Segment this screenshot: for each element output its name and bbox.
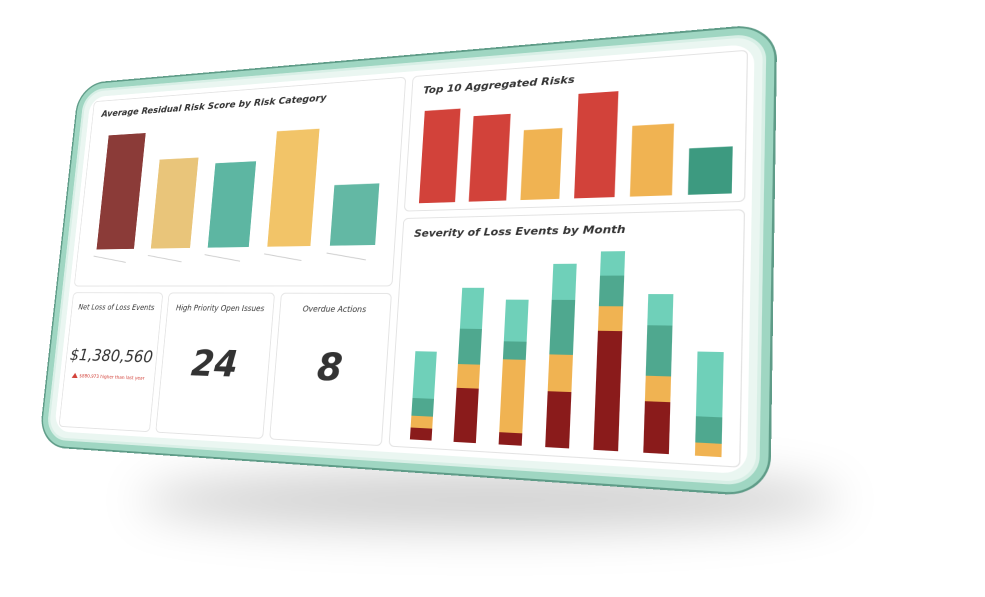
bar (520, 128, 563, 201)
stacked-bar-segment (593, 330, 623, 452)
stacked-bar-segment (502, 341, 527, 360)
stacked-bar-segment (412, 351, 437, 399)
panel (156, 293, 275, 439)
kpi-value: 24 (190, 342, 240, 385)
stacked-bar-segment (411, 397, 435, 417)
stacked-bar-segment (597, 306, 624, 332)
panel (74, 77, 405, 286)
stacked-bar-segment (498, 432, 523, 446)
stacked-bar-segment (647, 294, 674, 326)
stacked-bar-segment (645, 325, 673, 377)
stacked-bar-segment (551, 263, 577, 300)
bar (629, 123, 675, 197)
kpi-title: Overdue Actions (302, 304, 367, 315)
stacked-bar-segment (644, 375, 672, 403)
bar (207, 161, 257, 248)
stacked-bar-segment (456, 364, 481, 389)
stacked-bar-segment (547, 354, 573, 393)
stacked-bar-segment (459, 287, 485, 329)
stacked-bar-segment (598, 275, 625, 307)
stacked-bar-segment (453, 387, 479, 444)
stacked-bar-segment (600, 251, 626, 276)
dashboard-screen: Average Residual Risk Score by Risk Cate… (54, 43, 755, 475)
stacked-bar-segment (695, 416, 723, 444)
stacked-bar-segment (694, 442, 722, 458)
stacked-bar-segment (549, 299, 576, 355)
bar (96, 133, 146, 250)
tablet-frame: Average Residual Risk Score by Risk Cate… (39, 24, 775, 495)
stacked-bar-segment (499, 359, 526, 434)
bar (329, 183, 380, 246)
bar (574, 91, 619, 199)
stacked-bar-segment (457, 328, 482, 365)
kpi-value: $1,380,560 (69, 346, 154, 367)
bar (267, 128, 320, 247)
chart-title: Severity of Loss Events by Month (414, 223, 626, 239)
dashboard: Average Residual Risk Score by Risk Cate… (54, 44, 755, 475)
panel (404, 50, 747, 211)
kpi-title: High Priority Open Issues (176, 303, 266, 313)
stacked-bar-segment (695, 351, 724, 418)
bar (468, 113, 511, 202)
bar (418, 108, 461, 204)
bar (687, 146, 733, 195)
panel (270, 293, 392, 445)
kpi-title: Net Loss of Loss Events (78, 303, 156, 313)
panel (389, 210, 744, 467)
stacked-bar-segment (545, 391, 572, 449)
kpi-note: $880,973 higher than last year (79, 373, 145, 381)
stacked-bar-segment (503, 299, 529, 342)
kpi-value: 8 (316, 345, 344, 390)
stacked-bar-segment (409, 427, 433, 441)
bar (150, 157, 199, 249)
stacked-bar-segment (410, 415, 433, 429)
stacked-bar-segment (643, 401, 671, 455)
panel (59, 293, 163, 432)
